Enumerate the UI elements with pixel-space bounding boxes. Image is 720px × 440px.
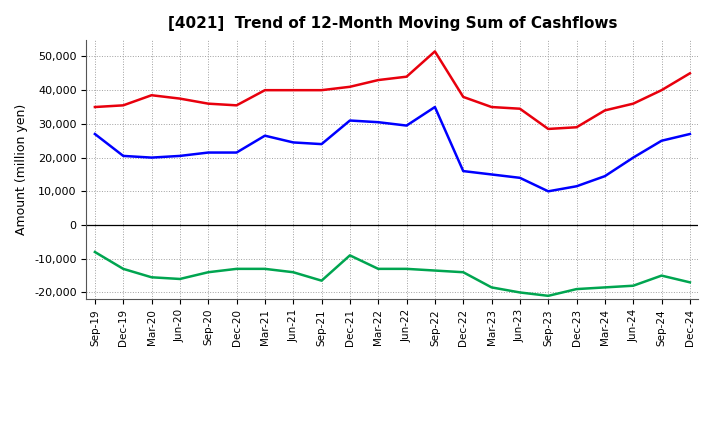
Y-axis label: Amount (million yen): Amount (million yen) bbox=[16, 104, 29, 235]
Free Cashflow bbox=[431, 104, 439, 110]
Operating Cashflow bbox=[346, 84, 354, 89]
Operating Cashflow bbox=[176, 96, 184, 101]
Investing Cashflow bbox=[289, 270, 297, 275]
Operating Cashflow bbox=[402, 74, 411, 79]
Free Cashflow bbox=[402, 123, 411, 128]
Operating Cashflow bbox=[600, 108, 609, 113]
Title: [4021]  Trend of 12-Month Moving Sum of Cashflows: [4021] Trend of 12-Month Moving Sum of C… bbox=[168, 16, 617, 32]
Operating Cashflow bbox=[204, 101, 212, 106]
Operating Cashflow bbox=[459, 94, 467, 99]
Free Cashflow bbox=[657, 138, 666, 143]
Free Cashflow bbox=[516, 175, 524, 180]
Investing Cashflow bbox=[233, 266, 241, 271]
Operating Cashflow bbox=[91, 104, 99, 110]
Line: Free Cashflow: Free Cashflow bbox=[95, 107, 690, 191]
Free Cashflow bbox=[176, 153, 184, 158]
Line: Operating Cashflow: Operating Cashflow bbox=[95, 51, 690, 129]
Line: Investing Cashflow: Investing Cashflow bbox=[95, 252, 690, 296]
Investing Cashflow bbox=[600, 285, 609, 290]
Operating Cashflow bbox=[572, 125, 581, 130]
Operating Cashflow bbox=[289, 88, 297, 93]
Operating Cashflow bbox=[544, 126, 552, 132]
Free Cashflow bbox=[629, 155, 637, 160]
Investing Cashflow bbox=[204, 270, 212, 275]
Investing Cashflow bbox=[402, 266, 411, 271]
Operating Cashflow bbox=[487, 104, 496, 110]
Operating Cashflow bbox=[431, 49, 439, 54]
Investing Cashflow bbox=[119, 266, 127, 271]
Operating Cashflow bbox=[374, 77, 382, 83]
Free Cashflow bbox=[374, 120, 382, 125]
Investing Cashflow bbox=[346, 253, 354, 258]
Investing Cashflow bbox=[459, 270, 467, 275]
Free Cashflow bbox=[91, 132, 99, 137]
Free Cashflow bbox=[346, 118, 354, 123]
Investing Cashflow bbox=[431, 268, 439, 273]
Investing Cashflow bbox=[516, 290, 524, 295]
Operating Cashflow bbox=[119, 103, 127, 108]
Operating Cashflow bbox=[629, 101, 637, 106]
Investing Cashflow bbox=[176, 276, 184, 282]
Free Cashflow bbox=[233, 150, 241, 155]
Free Cashflow bbox=[148, 155, 156, 160]
Free Cashflow bbox=[487, 172, 496, 177]
Free Cashflow bbox=[572, 183, 581, 189]
Free Cashflow bbox=[600, 173, 609, 179]
Investing Cashflow bbox=[572, 286, 581, 292]
Investing Cashflow bbox=[148, 275, 156, 280]
Investing Cashflow bbox=[544, 293, 552, 298]
Free Cashflow bbox=[289, 140, 297, 145]
Operating Cashflow bbox=[685, 71, 694, 76]
Operating Cashflow bbox=[318, 88, 326, 93]
Free Cashflow bbox=[318, 142, 326, 147]
Investing Cashflow bbox=[685, 280, 694, 285]
Investing Cashflow bbox=[261, 266, 269, 271]
Investing Cashflow bbox=[374, 266, 382, 271]
Operating Cashflow bbox=[657, 88, 666, 93]
Operating Cashflow bbox=[261, 88, 269, 93]
Investing Cashflow bbox=[318, 278, 326, 283]
Operating Cashflow bbox=[148, 92, 156, 98]
Free Cashflow bbox=[261, 133, 269, 138]
Free Cashflow bbox=[204, 150, 212, 155]
Investing Cashflow bbox=[629, 283, 637, 288]
Investing Cashflow bbox=[91, 249, 99, 255]
Free Cashflow bbox=[685, 132, 694, 137]
Investing Cashflow bbox=[487, 285, 496, 290]
Free Cashflow bbox=[459, 169, 467, 174]
Free Cashflow bbox=[119, 153, 127, 158]
Free Cashflow bbox=[544, 189, 552, 194]
Operating Cashflow bbox=[233, 103, 241, 108]
Investing Cashflow bbox=[657, 273, 666, 278]
Operating Cashflow bbox=[516, 106, 524, 111]
